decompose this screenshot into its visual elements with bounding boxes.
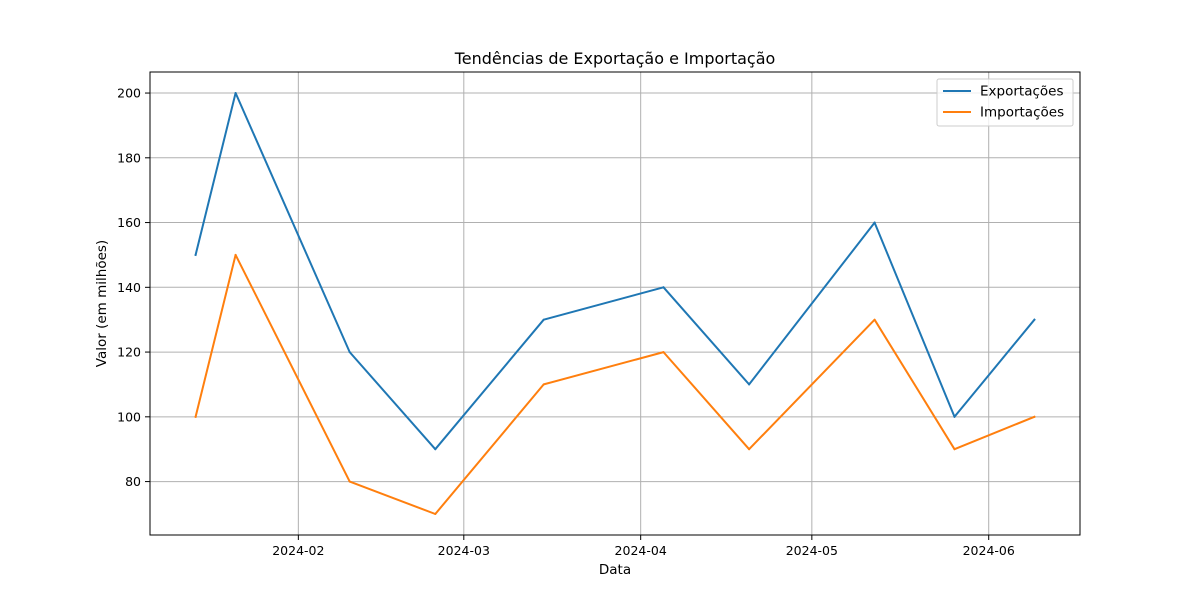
y-tick-label: 80 xyxy=(125,474,141,489)
series-line-importacoes xyxy=(194,253,1036,515)
data-point-exportacoes xyxy=(662,286,665,289)
y-tick-label: 140 xyxy=(117,280,141,295)
y-tick-label: 100 xyxy=(117,409,141,424)
data-point-importacoes xyxy=(1033,415,1036,418)
data-point-importacoes xyxy=(542,383,545,386)
x-tick-label: 2024-02 xyxy=(272,543,324,558)
data-point-exportacoes xyxy=(542,318,545,321)
x-tick-label: 2024-05 xyxy=(786,543,838,558)
data-point-importacoes xyxy=(194,415,197,418)
legend-label-importacoes: Importações xyxy=(980,105,1064,121)
data-point-exportacoes xyxy=(748,383,751,386)
x-axis-label: Data xyxy=(599,562,631,578)
x-tick-label: 2024-06 xyxy=(963,543,1015,558)
series-line-exportacoes xyxy=(194,92,1036,451)
x-tick-label: 2024-04 xyxy=(615,543,667,558)
y-tick-label: 180 xyxy=(117,150,141,165)
plot-area-frame xyxy=(149,71,1081,536)
y-axis-label: Valor (em milhões) xyxy=(94,240,110,367)
data-point-exportacoes xyxy=(234,92,237,95)
data-point-importacoes xyxy=(873,318,876,321)
series-lines xyxy=(194,92,1036,515)
legend-label-exportacoes: Exportações xyxy=(980,84,1064,100)
grid xyxy=(150,72,1080,535)
chart-title: Tendências de Exportação e Importação xyxy=(454,49,776,68)
data-point-exportacoes xyxy=(434,448,437,451)
y-axis: 80 100 120 140 160 180 200 xyxy=(117,86,150,489)
data-point-importacoes xyxy=(953,448,956,451)
data-point-importacoes xyxy=(434,512,437,515)
y-tick-label: 160 xyxy=(117,215,141,230)
data-point-importacoes xyxy=(748,448,751,451)
data-point-exportacoes xyxy=(1033,318,1036,321)
x-axis: 2024-02 2024-03 2024-04 2024-05 2024-06 xyxy=(272,535,1015,558)
data-point-exportacoes xyxy=(194,253,197,256)
data-point-importacoes xyxy=(662,351,665,354)
data-point-importacoes xyxy=(348,480,351,483)
data-point-exportacoes xyxy=(873,221,876,224)
y-tick-label: 200 xyxy=(117,86,141,101)
data-point-exportacoes xyxy=(953,415,956,418)
y-tick-label: 120 xyxy=(117,345,141,360)
data-point-importacoes xyxy=(234,253,237,256)
data-point-exportacoes xyxy=(348,351,351,354)
legend: Exportações Importações xyxy=(936,78,1074,127)
x-tick-label: 2024-03 xyxy=(438,543,490,558)
